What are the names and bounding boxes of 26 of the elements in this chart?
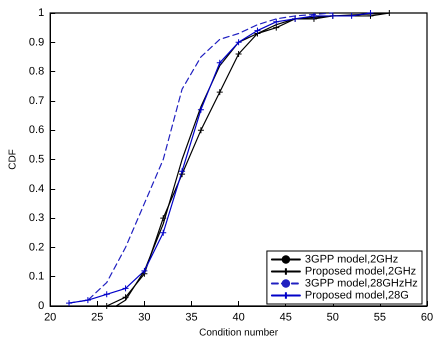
x-tick-label: 55 — [374, 312, 386, 324]
y-tick-label: 0.9 — [28, 36, 44, 48]
x-tick-label: 30 — [138, 312, 151, 324]
y-tick-label: 0.3 — [28, 212, 44, 224]
y-tick-label: 0.4 — [28, 182, 44, 195]
x-tick-label: 40 — [232, 312, 245, 324]
y-tick-label: 1 — [38, 7, 44, 19]
legend-label: Proposed model,2GHz — [304, 266, 416, 278]
y-tick-label: 0 — [38, 300, 44, 312]
y-axis-title: CDF — [8, 149, 18, 170]
y-tick-label: 0.5 — [28, 154, 44, 166]
x-tick-label: 25 — [91, 312, 104, 324]
y-tick-label: 0.1 — [28, 270, 44, 283]
x-axis-title: Condition number — [199, 327, 279, 338]
y-tick-label: 0.8 — [28, 66, 44, 78]
x-tick-label: 45 — [280, 312, 292, 324]
y-tick-label: 0.7 — [28, 94, 44, 107]
x-tick-label: 35 — [185, 312, 198, 324]
legend-label: 3GPP model,2GHz — [304, 254, 398, 266]
x-tick-label: 60 — [420, 312, 434, 324]
legend-label: 3GPP model,28GHzHz — [304, 278, 418, 290]
y-tick-label: 0.2 — [28, 241, 44, 254]
x-tick-label: 20 — [44, 312, 56, 324]
legend-label: Proposed model,28G — [304, 290, 409, 302]
y-tick-label: 0.6 — [28, 124, 44, 136]
x-tick-label: 50 — [326, 312, 339, 324]
